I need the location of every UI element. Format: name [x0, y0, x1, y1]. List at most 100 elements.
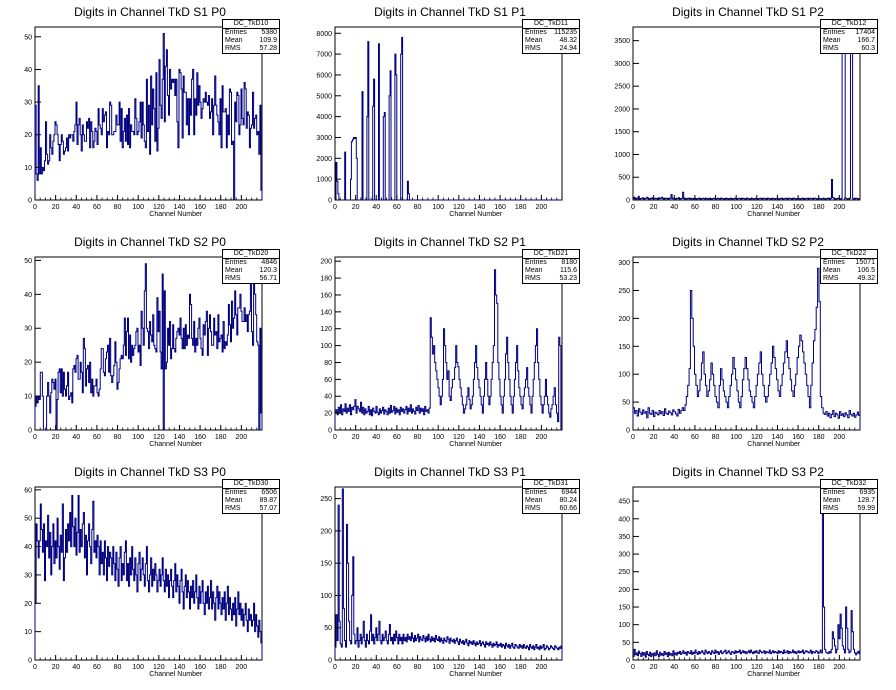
y-tick-label: 60 [24, 487, 32, 494]
histogram-pad: Digits in Channel TkD S3 P2 0 20 40 60 80 100 1… [598, 460, 896, 690]
x-tick-label: 180 [813, 664, 825, 671]
stats-box: DC_TkD30 Entries 6506 Mean 89.87 RMS 57.07 [222, 479, 280, 514]
x-tick-label: 40 [670, 664, 678, 671]
y-tick-label: 200 [618, 316, 630, 323]
stats-row-mean: Mean 80.24 [523, 497, 579, 505]
stats-row-entries: Entries 6944 [523, 489, 579, 497]
x-tick-label: 0 [333, 664, 337, 671]
y-tick-label: 250 [618, 569, 630, 576]
x-tick-label: 80 [414, 434, 422, 441]
y-tick-label: 140 [320, 309, 332, 316]
x-tick-label: 160 [494, 204, 506, 211]
stats-label: Entries [225, 29, 247, 36]
y-tick-label: 7000 [316, 52, 332, 59]
stats-value: 166.7 [857, 37, 875, 44]
stats-row-mean: Mean 89.87 [223, 497, 279, 505]
y-tick-label: 150 [320, 561, 332, 568]
x-tick-label: 160 [494, 434, 506, 441]
x-tick-label: 40 [372, 204, 380, 211]
stats-value: 80.24 [559, 497, 577, 504]
x-tick-label: 180 [515, 434, 527, 441]
y-tick-label: 150 [618, 344, 630, 351]
stats-label: Mean [225, 497, 243, 504]
stats-row-mean: Mean 109.9 [223, 37, 279, 45]
x-tick-label: 180 [813, 434, 825, 441]
histogram-title: Digits in Channel TkD S3 P2 [672, 465, 824, 479]
y-tick-label: 450 [618, 499, 630, 506]
series-line [632, 493, 861, 660]
stats-box: DC_TkD31 Entries 6944 Mean 80.24 RMS 60.66 [522, 479, 580, 514]
y-tick-label: 30 [24, 326, 32, 333]
y-tick-label: 3000 [316, 135, 332, 142]
x-tick-label: 40 [372, 434, 380, 441]
histogram-svg: 0 20 40 60 80 100 120 140 160 180 200 0 10 20 30 40 50 Ch… [24, 256, 263, 448]
stats-row-rms: RMS 57.07 [223, 505, 279, 513]
stats-row-mean: Mean 120.3 [223, 267, 279, 275]
stats-row-rms: RMS 60.3 [821, 45, 877, 53]
x-tick-label: 100 [132, 664, 144, 671]
x-tick-label: 180 [515, 204, 527, 211]
stats-value: 115.6 [560, 267, 577, 274]
stats-value: 59.99 [857, 505, 875, 512]
stats-value: 109.9 [259, 37, 277, 44]
x-tick-label: 60 [691, 204, 699, 211]
y-tick-label: 0 [28, 428, 32, 435]
y-tick-label: 100 [618, 622, 630, 629]
histogram-svg: 0 20 40 60 80 100 120 140 160 180 2000500100015002… [614, 26, 861, 218]
x-tick-label: 200 [236, 204, 248, 211]
stats-row-entries: Entries 6935 [821, 489, 877, 497]
y-tick-label: 0 [328, 428, 332, 435]
y-tick-label: 50 [24, 516, 32, 523]
stats-box: DC_TkD20 Entries 4846 Mean 120.3 RMS 56.71 [222, 249, 280, 284]
stats-row-rms: RMS 49.32 [821, 275, 877, 283]
x-tick-label: 140 [174, 664, 186, 671]
series-line [632, 28, 861, 200]
stats-row-mean: Mean 166.7 [821, 37, 877, 45]
histogram-pad: Digits in Channel TkD S1 P0 0 20 40 60 80 100 1… [0, 0, 300, 230]
x-tick-label: 60 [93, 434, 101, 441]
stats-row-mean: Mean 128.7 [821, 497, 877, 505]
y-tick-label: 1500 [614, 129, 630, 136]
x-tick-label: 40 [72, 434, 80, 441]
x-tick-label: 200 [536, 664, 548, 671]
x-tick-label: 100 [132, 434, 144, 441]
x-axis-label: Channel Number [747, 211, 801, 218]
stats-box: DC_TkD10 Entries 5380 Mean 109.9 RMS 57.28 [222, 19, 280, 54]
y-tick-label: 50 [324, 625, 332, 632]
stats-box-name: DC_TkD10 [223, 20, 279, 29]
y-tick-label: 0 [626, 658, 630, 665]
x-tick-label: 60 [691, 664, 699, 671]
x-tick-label: 200 [536, 434, 548, 441]
stats-label: RMS [525, 45, 541, 52]
y-tick-label: 50 [622, 400, 630, 407]
x-tick-label: 0 [33, 434, 37, 441]
y-tick-label: 40 [24, 67, 32, 74]
stats-label: Entries [823, 489, 845, 496]
stats-label: RMS [823, 505, 839, 512]
histogram-svg: 0 20 40 60 80 100 120 140 160 180 200 0 20 40 60 80 100 1… [320, 256, 563, 448]
histogram-pad: Digits in Channel TkD S1 P2 0 20 40 60 80 100 1… [598, 0, 896, 230]
x-tick-label: 20 [52, 204, 60, 211]
stats-row-mean: Mean 48.32 [523, 37, 579, 45]
x-tick-label: 40 [670, 434, 678, 441]
x-tick-label: 100 [730, 204, 742, 211]
series-line [632, 267, 861, 430]
x-tick-label: 140 [474, 664, 486, 671]
x-tick-label: 200 [834, 434, 846, 441]
x-tick-label: 120 [453, 204, 465, 211]
x-tick-label: 120 [453, 434, 465, 441]
histogram-title: Digits in Channel TkD S3 P1 [374, 465, 526, 479]
x-tick-label: 80 [712, 664, 720, 671]
stats-label: RMS [525, 505, 541, 512]
x-tick-label: 80 [114, 434, 122, 441]
series-line [34, 495, 263, 660]
y-tick-label: 300 [618, 552, 630, 559]
x-tick-label: 160 [792, 204, 804, 211]
y-tick-label: 6000 [316, 72, 332, 79]
stats-row-rms: RMS 59.99 [821, 505, 877, 513]
x-tick-label: 80 [712, 434, 720, 441]
x-tick-label: 80 [114, 204, 122, 211]
x-tick-label: 20 [52, 664, 60, 671]
stats-value: 56.71 [259, 275, 277, 282]
stats-box: DC_TkD12 Entries 17404 Mean 166.7 RMS 60.3 [820, 19, 878, 54]
